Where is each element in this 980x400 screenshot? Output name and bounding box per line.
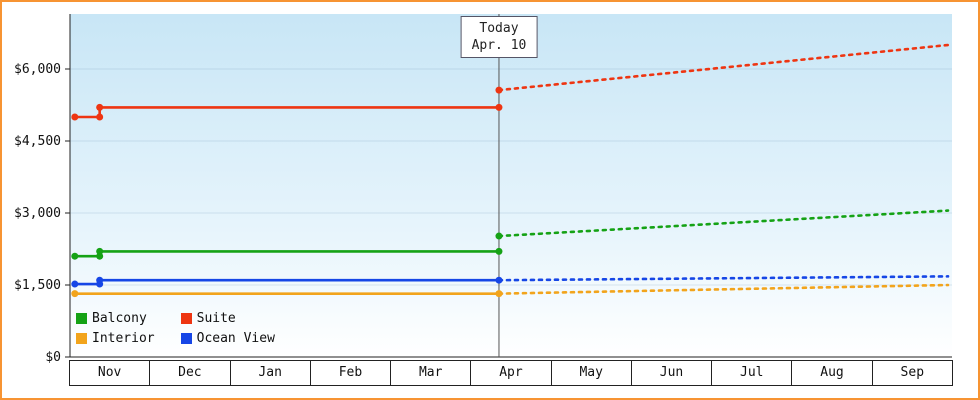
series-balcony-marker	[96, 247, 104, 255]
x-axis-month-row: Nov Dec Jan Feb Mar Apr May Jun Jul Aug Sep	[69, 360, 953, 386]
month-label-mar: Mar	[391, 361, 472, 385]
series-ocean-view-marker	[495, 276, 503, 284]
month-label-jan: Jan	[231, 361, 311, 385]
series-suite-marker	[96, 113, 104, 121]
today-date: Apr. 10	[471, 38, 527, 53]
today-label-box: Today Apr. 10	[460, 16, 538, 58]
plot-background	[70, 14, 952, 357]
legend-swatch-interior	[76, 333, 87, 344]
legend-item-suite: Suite	[180, 311, 275, 326]
legend-label-ocean-view: Ocean View	[196, 331, 275, 346]
month-label-jun: Jun	[632, 361, 713, 385]
y-tick-label: $6,000	[14, 62, 61, 77]
month-label-may: May	[552, 361, 632, 385]
series-balcony-marker	[96, 252, 104, 260]
series-suite-marker	[495, 86, 503, 94]
legend-label-interior: Interior	[92, 331, 155, 346]
series-balcony-marker	[495, 232, 503, 240]
series-interior-marker	[495, 290, 503, 298]
series-interior-marker	[71, 290, 79, 298]
legend-swatch-balcony	[76, 313, 87, 324]
month-label-feb: Feb	[311, 361, 392, 385]
series-interior-forecast-line	[497, 283, 950, 295]
legend-item-interior: Interior	[76, 331, 155, 346]
series-balcony-marker	[71, 252, 79, 260]
series-suite-marker	[96, 103, 104, 111]
y-tick-label: $1,500	[14, 278, 61, 293]
legend-item-balcony: Balcony	[76, 311, 155, 326]
legend-item-ocean-view: Ocean View	[180, 331, 275, 346]
month-label-apr: Apr	[471, 361, 552, 385]
month-label-aug: Aug	[792, 361, 873, 385]
y-tick-label: $3,000	[14, 206, 61, 221]
y-tick-label: $4,500	[14, 134, 61, 149]
legend: Balcony Suite Interior Ocean View	[76, 311, 275, 346]
legend-swatch-ocean-view	[180, 333, 192, 344]
y-tick-label: $0	[45, 350, 61, 365]
series-suite-forecast-line	[497, 43, 950, 92]
series-suite-marker	[71, 113, 79, 121]
legend-label-suite: Suite	[196, 311, 236, 326]
month-label-sep: Sep	[900, 365, 925, 380]
series-suite-history-line	[74, 106, 499, 119]
series-balcony-marker	[495, 247, 503, 255]
series-ocean-view-forecast-line	[497, 275, 950, 282]
month-label-nov: Nov	[70, 361, 151, 385]
series-suite-marker	[495, 103, 503, 111]
series-balcony-forecast-line	[497, 209, 950, 238]
series-ocean-view-marker	[71, 280, 79, 288]
month-label-jul: Jul	[712, 361, 793, 385]
today-title: Today	[479, 21, 519, 36]
legend-swatch-suite	[180, 313, 192, 324]
month-label-dec: Dec	[150, 361, 231, 385]
series-ocean-view-marker	[96, 276, 104, 284]
legend-label-balcony: Balcony	[92, 311, 147, 326]
